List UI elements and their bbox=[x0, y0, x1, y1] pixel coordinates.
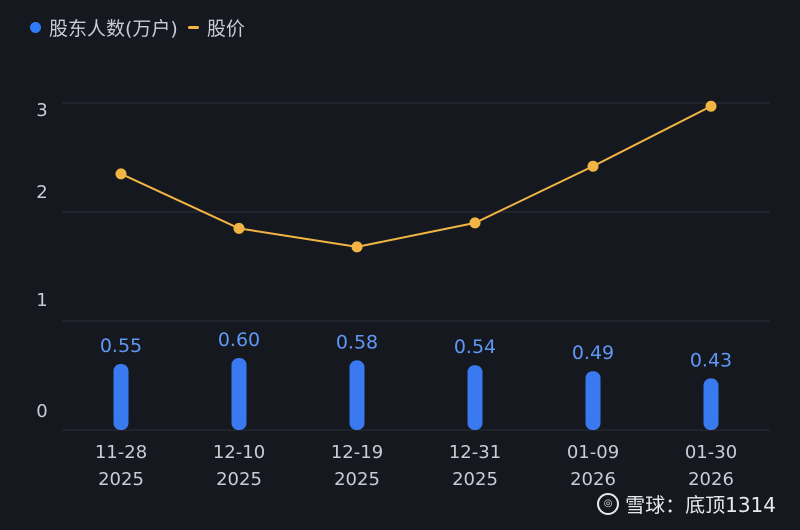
price-point bbox=[705, 100, 717, 112]
x-tick-label: 2025 bbox=[98, 469, 144, 490]
price-point bbox=[351, 241, 363, 253]
x-tick-label: 01-30 bbox=[685, 442, 737, 463]
bar-value-label: 0.55 bbox=[100, 335, 142, 357]
watermark-text: 雪球：底顶1314 bbox=[625, 493, 776, 517]
snowball-logo-icon: ◎ bbox=[597, 492, 620, 515]
x-tick-label: 01-09 bbox=[567, 442, 619, 463]
legend-item-price: 股价 bbox=[187, 14, 245, 41]
x-tick-label: 12-31 bbox=[449, 442, 501, 463]
legend-dot-icon bbox=[30, 22, 41, 33]
bar bbox=[231, 358, 247, 430]
bar bbox=[585, 371, 601, 430]
bar-value-label: 0.60 bbox=[218, 329, 260, 351]
legend-item-holders: 股东人数(万户) bbox=[30, 14, 178, 41]
x-tick-label: 2026 bbox=[688, 469, 734, 490]
y-tick-label: 1 bbox=[36, 290, 47, 311]
x-tick-label: 2025 bbox=[452, 469, 498, 490]
x-tick-label: 2026 bbox=[570, 469, 616, 490]
x-tick-label: 2025 bbox=[216, 469, 262, 490]
x-tick-label: 2025 bbox=[334, 469, 380, 490]
bar-value-label: 0.49 bbox=[572, 342, 614, 364]
y-tick-label: 3 bbox=[36, 100, 47, 121]
watermark: ◎ 雪球：底顶1314 bbox=[597, 489, 776, 518]
bar bbox=[703, 378, 719, 430]
x-tick-label: 12-19 bbox=[331, 442, 383, 463]
price-point bbox=[469, 217, 481, 229]
legend-label-holders: 股东人数(万户) bbox=[49, 18, 178, 40]
price-point bbox=[233, 222, 245, 234]
price-line bbox=[120, 105, 712, 248]
bar bbox=[113, 364, 129, 430]
y-tick-label: 2 bbox=[36, 182, 47, 203]
bar-value-label: 0.54 bbox=[454, 336, 496, 358]
bar bbox=[467, 365, 483, 430]
bar-value-label: 0.58 bbox=[336, 331, 378, 353]
price-point bbox=[115, 168, 127, 180]
bar-value-label: 0.43 bbox=[690, 349, 732, 371]
legend-label-price: 股价 bbox=[206, 18, 245, 40]
legend-dash-icon bbox=[187, 26, 199, 29]
price-point bbox=[587, 160, 599, 172]
x-tick-label: 12-10 bbox=[213, 442, 265, 463]
y-tick-label: 0 bbox=[36, 401, 47, 422]
x-tick-label: 11-28 bbox=[95, 442, 147, 463]
chart-legend: 股东人数(万户) 股价 bbox=[30, 14, 245, 41]
bar bbox=[349, 360, 365, 430]
